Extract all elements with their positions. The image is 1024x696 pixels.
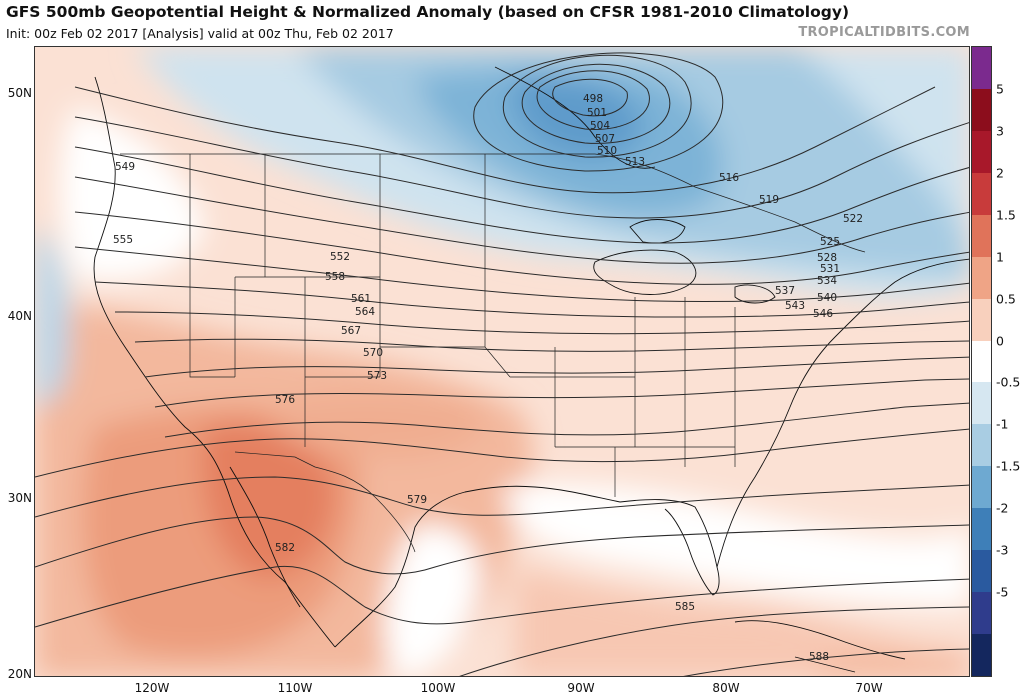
contour-label: 585	[675, 601, 695, 613]
contour-label: 561	[351, 293, 371, 305]
colorbar-tick-label: 5	[996, 81, 1004, 97]
map-subtitle: Init: 00z Feb 02 2017 [Analysis] valid a…	[6, 26, 394, 41]
contour-labels: 498 501 504 507 510 513 516 519 522 525 …	[113, 93, 863, 663]
colorbar-segment	[972, 550, 991, 593]
lat-label-20n: 20N	[7, 667, 32, 681]
lat-label-30n: 30N	[7, 491, 32, 505]
colorbar-segment	[972, 466, 991, 509]
lat-label-40n: 40N	[7, 309, 32, 323]
colorbar-tick-label: -3	[996, 542, 1009, 558]
colorbar-segment	[972, 424, 991, 467]
site-credit: TROPICALTIDBITS.COM	[798, 25, 970, 40]
lon-label-80w: 80W	[712, 681, 740, 695]
colorbar-segment	[972, 256, 991, 300]
coastlines	[93, 66, 969, 673]
contour-label: 546	[813, 308, 833, 320]
anomaly-shading	[35, 47, 969, 676]
contour-label: 516	[719, 172, 739, 184]
lon-label-90w: 90W	[567, 681, 595, 695]
colorbar-segment	[972, 130, 991, 174]
contour-label: 570	[363, 347, 383, 359]
contour-label: 510	[597, 145, 617, 157]
lat-label-50n: 50N	[7, 86, 32, 100]
contour-label: 519	[759, 194, 779, 206]
colorbar-segment	[972, 47, 991, 90]
contour-label: 534	[817, 275, 837, 287]
colorbar-tick-label: 1	[996, 249, 1004, 265]
contour-label: 498	[583, 93, 603, 105]
lon-label-70w: 70W	[855, 681, 883, 695]
contour-label: 531	[820, 263, 840, 275]
colorbar-tick-label: 3	[996, 123, 1004, 139]
contour-label: 588	[809, 651, 829, 663]
contour-label: 501	[587, 107, 607, 119]
colorbar-segment	[972, 508, 991, 551]
colorbar-tick-label: 0	[996, 333, 1004, 349]
contour-label: 504	[590, 120, 610, 132]
contour-label: 522	[843, 213, 863, 225]
colorbar-tick-label: 0.5	[996, 291, 1016, 307]
map-panel: 498 501 504 507 510 513 516 519 522 525 …	[34, 46, 970, 677]
contour-label: 549	[115, 161, 135, 173]
height-anomaly-map: 498 501 504 507 510 513 516 519 522 525 …	[35, 47, 969, 676]
colorbar-segment	[972, 340, 991, 383]
contour-label: 513	[625, 156, 645, 168]
anomaly-colorbar	[971, 46, 992, 677]
colorbar-tick-label: -5	[996, 584, 1009, 600]
colorbar-tick-label: 2	[996, 165, 1004, 181]
contour-label: 525	[820, 236, 840, 248]
contour-label: 579	[407, 494, 427, 506]
colorbar-tick-label: -0.5	[996, 374, 1021, 390]
colorbar-segment	[972, 592, 991, 635]
contour-label: 567	[341, 325, 361, 337]
lon-label-120w: 120W	[134, 681, 170, 695]
colorbar-segment	[972, 634, 991, 677]
colorbar-tick-label: 1.5	[996, 207, 1016, 223]
contour-label: 576	[275, 394, 295, 406]
lon-label-110w: 110W	[277, 681, 313, 695]
contour-label: 540	[817, 292, 837, 304]
colorbar-segment	[972, 88, 991, 132]
colorbar-tick-label: -1	[996, 416, 1009, 432]
height-contours	[35, 52, 969, 676]
map-title: GFS 500mb Geopotential Height & Normaliz…	[6, 3, 850, 21]
contour-label: 537	[775, 285, 795, 297]
colorbar-segment	[972, 382, 991, 425]
contour-label: 558	[325, 271, 345, 283]
contour-label: 555	[113, 234, 133, 246]
contour-label: 573	[367, 370, 387, 382]
contour-label: 564	[355, 306, 375, 318]
colorbar-tick-label: -2	[996, 500, 1009, 516]
contour-label: 582	[275, 542, 295, 554]
lon-label-100w: 100W	[420, 681, 456, 695]
contour-label: 507	[595, 133, 615, 145]
political-borders	[120, 153, 866, 553]
colorbar-tick-label: -1.5	[996, 458, 1021, 474]
contour-label: 528	[817, 252, 837, 264]
colorbar-segment	[972, 298, 991, 342]
colorbar-segment	[972, 172, 991, 216]
contour-label: 552	[330, 251, 350, 263]
colorbar-segment	[972, 214, 991, 258]
contour-label: 543	[785, 300, 805, 312]
